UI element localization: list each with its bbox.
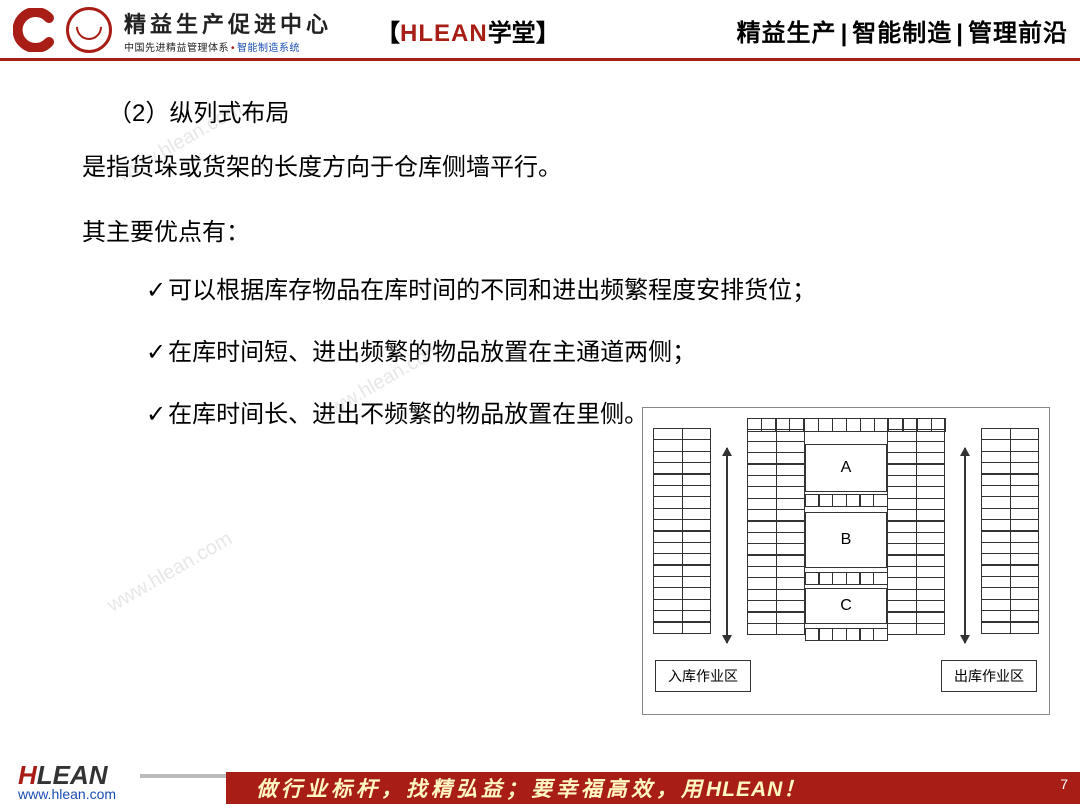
brand-main: 精益生产促进中心 <box>124 7 332 39</box>
hlean-logo: HLEAN <box>18 762 116 788</box>
header: 精益生产促进中心 中国先进精益管理体系•智能制造系统 【HLEAN学堂】 精益生… <box>0 0 1080 58</box>
center-block-b: B <box>805 512 887 568</box>
brand-sub: 中国先进精益管理体系•智能制造系统 <box>124 39 332 54</box>
watermark: www.hlean.com <box>104 528 237 618</box>
diagram-racks: A B C <box>653 418 1039 655</box>
center-row <box>805 572 887 585</box>
warehouse-diagram: A B C 入库作业区 出库作业区 <box>642 407 1050 715</box>
diagram-zones: 入库作业区 出库作业区 <box>653 660 1039 692</box>
page-number: 7 <box>1060 776 1068 792</box>
footer-slogan: 做行业标杆，找精弘益；要幸福高效，用HLEAN！ <box>256 773 808 803</box>
brand-text: 精益生产促进中心 中国先进精益管理体系•智能制造系统 <box>124 7 332 54</box>
content: www.hlean.com www.hlean.com www.hlean.co… <box>0 61 1080 433</box>
center-row <box>805 628 887 641</box>
hlean-url: www.hlean.com <box>18 786 116 802</box>
header-right: 精益生产|智能制造|管理前沿 <box>737 13 1068 48</box>
center-stack: A B C <box>805 444 887 624</box>
logo-c-icon <box>12 7 58 53</box>
footer-bar: 做行业标杆，找精弘益；要幸福高效，用HLEAN！ 7 <box>226 772 1080 804</box>
footer-grey-line <box>140 774 240 778</box>
rack-right <box>981 428 1039 655</box>
center-row <box>805 494 887 507</box>
footer: HLEAN www.hlean.com 做行业标杆，找精弘益；要幸福高效，用HL… <box>0 762 1080 810</box>
flow-arrow-right <box>964 448 966 643</box>
section-para: 是指货垛或货架的长度方向于仓库侧墙平行。 <box>82 150 1080 186</box>
flow-arrow-left <box>726 448 728 643</box>
section-title: （2）纵列式布局 <box>108 93 1080 128</box>
school-badge: 【HLEAN学堂】 <box>376 13 560 48</box>
bullet-item: ✓在库时间短、进出频繁的物品放置在主通道两侧； <box>146 335 1080 371</box>
center-block-c: C <box>805 588 887 624</box>
footer-brand: HLEAN www.hlean.com <box>18 762 116 802</box>
rack-mid-left <box>747 418 805 655</box>
advantages-label: 其主要优点有： <box>82 212 1080 247</box>
rack-left <box>653 428 711 655</box>
rack-mid-right <box>887 418 945 655</box>
logo-ring-icon <box>66 7 112 53</box>
bullet-item: ✓可以根据库存物品在库时间的不同和进出频繁程度安排货位； <box>146 273 1080 309</box>
center-block-a: A <box>805 444 887 492</box>
zone-in: 入库作业区 <box>655 660 751 692</box>
zone-out: 出库作业区 <box>941 660 1037 692</box>
